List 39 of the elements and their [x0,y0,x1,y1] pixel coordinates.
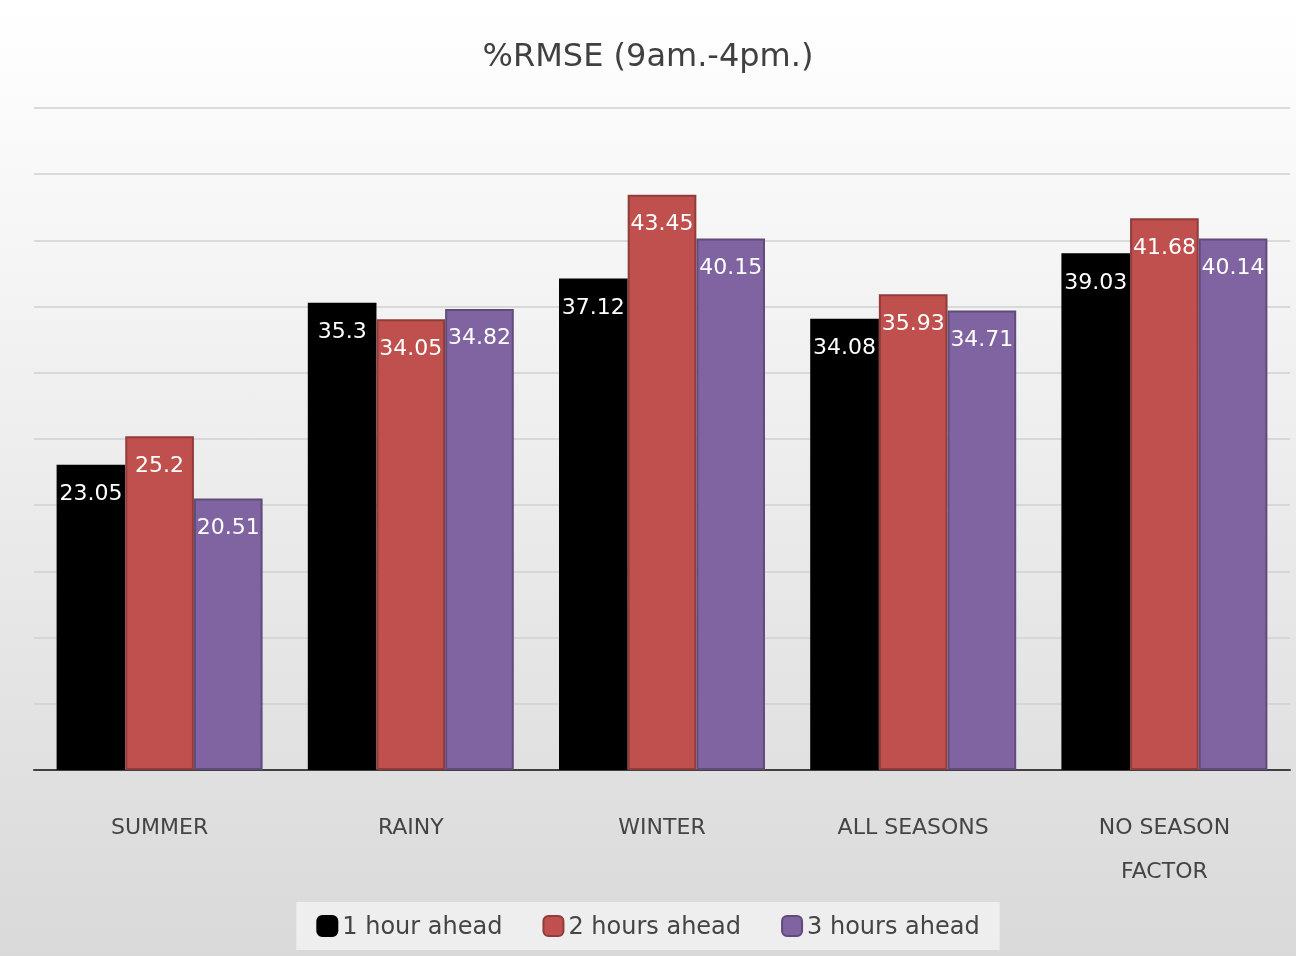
data-label: 35.3 [317,318,367,344]
data-label: 20.51 [196,513,260,539]
data-label: 37.12 [561,294,625,320]
bar [1198,238,1268,770]
bar [125,436,194,770]
x-tick-label: RAINY [377,813,445,839]
x-tick-label: SUMMER [110,813,209,839]
legend-label: 3 hours ahead [807,912,980,940]
bar [445,308,514,770]
data-label: 34.05 [379,334,443,360]
bar [1061,253,1131,770]
bar [1130,218,1199,770]
bar [810,318,879,770]
data-label: 39.03 [1064,268,1128,294]
data-label: 25.2 [135,451,185,477]
bar [696,238,765,770]
data-label: 40.14 [1201,254,1265,280]
x-tick-label: WINTER [618,813,706,839]
data-label: 43.45 [630,210,694,236]
legend-label: 1 hour ahead [342,912,503,940]
data-label: 35.93 [881,309,945,335]
data-label: 23.05 [59,480,123,506]
data-label: 34.08 [813,334,877,360]
bar [193,498,263,770]
data-label: 40.15 [699,253,763,279]
x-tick-label: NO SEASON FACTOR [1098,813,1231,883]
bar [376,319,446,770]
bar [307,302,377,770]
x-tick-label: ALL SEASONS [837,813,989,839]
bar [56,464,126,770]
data-label: 34.71 [950,325,1014,351]
data-label: 41.68 [1132,233,1196,259]
bar [559,278,628,770]
chart-title: %RMSE (9am.-4pm.) [482,36,814,74]
bar [947,310,1017,770]
data-label: 34.82 [447,324,511,350]
legend-label: 2 hours ahead [568,912,742,940]
bar [878,294,948,770]
bar [627,194,697,770]
